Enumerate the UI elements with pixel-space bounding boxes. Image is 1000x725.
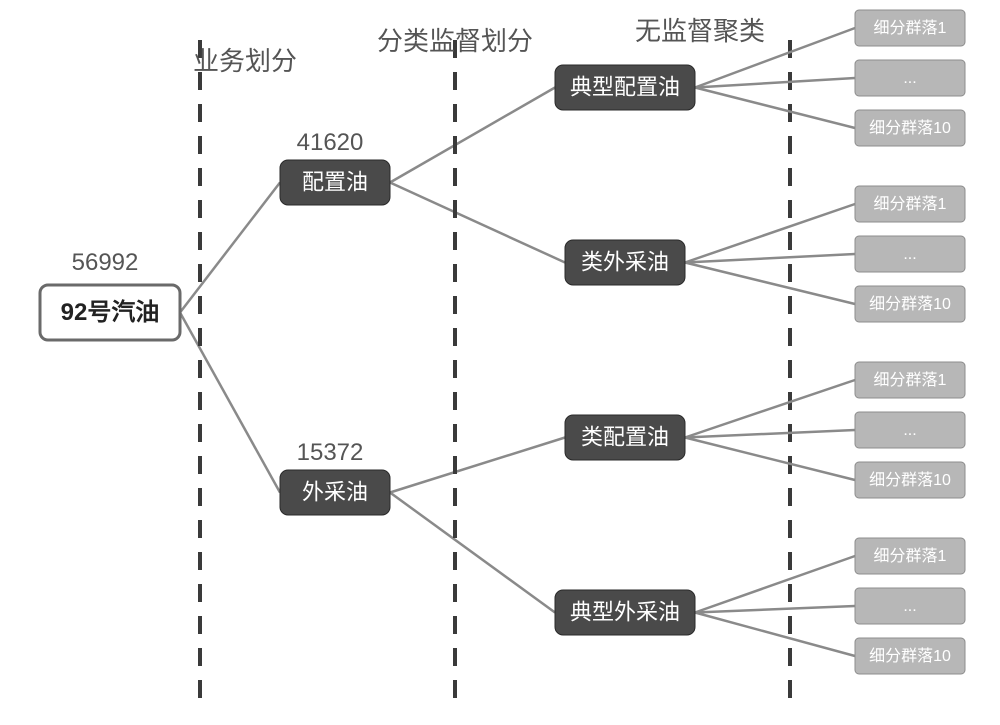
node-l3a: 典型配置油 [555,65,695,110]
leaf-label: 细分群落10 [869,119,951,137]
edge-l3c-leaf1 [685,430,855,438]
leaf-label: ... [903,246,916,263]
edge-l2a-l3a [390,88,555,183]
leaf-node-l3b-2: 细分群落10 [855,286,965,322]
edge-l2a-l3b [390,183,565,263]
node-l2a: 配置油 [280,160,390,205]
node-label-root: 92号汽油 [61,298,160,326]
nodes-layer: 92号汽油 配置油外采油 典型配置油类外采油类配置油典型外采油 [40,65,695,635]
node-root: 92号汽油 [40,285,180,340]
leaf-label: ... [903,70,916,87]
header-0: 业务划分 [193,46,297,76]
edge-l3b-leaf1 [685,254,855,263]
leaf-node-l3c-0: 细分群落1 [855,362,965,398]
leaf-node-l3b-1: ... [855,236,965,272]
edge-l3c-leaf2 [685,438,855,481]
edge-l2b-l3c [390,438,565,493]
edge-l3b-leaf0 [685,204,855,263]
edge-l3d-leaf1 [695,606,855,613]
header-1: 分类监督划分 [377,26,533,56]
leaf-label: 细分群落10 [869,647,951,665]
leaf-node-l3d-0: 细分群落1 [855,538,965,574]
count-1: 41620 [297,129,364,156]
node-label-l2a: 配置油 [302,169,368,194]
edge-l3b-leaf2 [685,263,855,305]
node-l3b: 类外采油 [565,240,685,285]
leaves-layer: 细分群落1... 细分群落10 细分群落1... 细分群落10 细分群落1... 细分群落… [855,10,965,674]
leaf-label: ... [903,598,916,615]
tree-diagram: 92号汽油配置油外采油典型配置油类外采油类配置油典型外采油 细分群落1...细分… [0,0,1000,725]
header-2: 无监督聚类 [635,16,765,46]
edge-root-l2b [180,313,280,493]
node-label-l3b: 类外采油 [581,249,669,274]
leaf-label: 细分群落1 [874,371,947,389]
node-l3d: 典型外采油 [555,590,695,635]
count-0: 56992 [72,249,139,276]
leaf-node-l3a-0: 细分群落1 [855,10,965,46]
leaf-node-l3c-2: 细分群落10 [855,462,965,498]
count-2: 15372 [297,439,364,466]
leaf-node-l3d-2: 细分群落10 [855,638,965,674]
leaf-node-l3a-1: ... [855,60,965,96]
edge-l3a-leaf2 [695,88,855,129]
leaf-label: 细分群落10 [869,295,951,313]
node-label-l3c: 类配置油 [581,424,669,449]
leaf-label: 细分群落1 [874,547,947,565]
edge-l3d-leaf0 [695,556,855,613]
node-label-l3a: 典型配置油 [570,74,680,99]
node-label-l2b: 外采油 [302,479,368,504]
leaf-label: ... [903,422,916,439]
node-l2b: 外采油 [280,470,390,515]
leaf-node-l3a-2: 细分群落10 [855,110,965,146]
leaf-edges-layer [685,28,855,656]
edge-root-l2a [180,183,280,313]
edge-l3c-leaf0 [685,380,855,438]
edge-l2b-l3d [390,493,555,613]
edge-l3d-leaf2 [695,613,855,657]
leaf-label: 细分群落1 [874,19,947,37]
leaf-node-l3d-1: ... [855,588,965,624]
node-l3c: 类配置油 [565,415,685,460]
leaf-node-l3c-1: ... [855,412,965,448]
leaf-node-l3b-0: 细分群落1 [855,186,965,222]
leaf-label: 细分群落10 [869,471,951,489]
node-label-l3d: 典型外采油 [570,599,680,624]
leaf-label: 细分群落1 [874,195,947,213]
dividers-layer [200,40,790,700]
